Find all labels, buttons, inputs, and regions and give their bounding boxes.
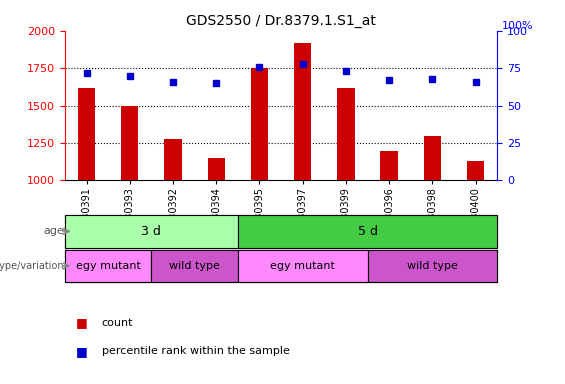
Bar <box>164 139 182 180</box>
Title: GDS2550 / Dr.8379.1.S1_at: GDS2550 / Dr.8379.1.S1_at <box>186 14 376 28</box>
Bar <box>238 215 497 248</box>
Bar <box>367 250 497 282</box>
Text: percentile rank within the sample: percentile rank within the sample <box>102 346 290 356</box>
Text: 100%: 100% <box>502 21 533 31</box>
Text: 3 d: 3 d <box>141 225 162 238</box>
Bar <box>424 136 441 180</box>
Bar <box>121 106 138 180</box>
Bar <box>151 250 238 282</box>
Text: count: count <box>102 318 133 328</box>
Bar <box>337 88 355 180</box>
Text: wild type: wild type <box>169 261 220 271</box>
Bar <box>294 43 311 180</box>
Text: 5 d: 5 d <box>358 225 377 238</box>
Text: age: age <box>44 226 64 237</box>
Bar <box>238 250 368 282</box>
Bar <box>65 250 151 282</box>
Text: ■: ■ <box>76 316 88 329</box>
Bar <box>380 151 398 180</box>
Bar <box>78 88 95 180</box>
Bar <box>467 161 484 180</box>
Bar <box>65 215 238 248</box>
Bar <box>207 158 225 180</box>
Bar <box>251 68 268 180</box>
Text: ■: ■ <box>76 345 88 358</box>
Text: egy mutant: egy mutant <box>270 261 335 271</box>
Text: wild type: wild type <box>407 261 458 271</box>
Text: genotype/variation: genotype/variation <box>0 261 64 271</box>
Text: egy mutant: egy mutant <box>76 261 141 271</box>
